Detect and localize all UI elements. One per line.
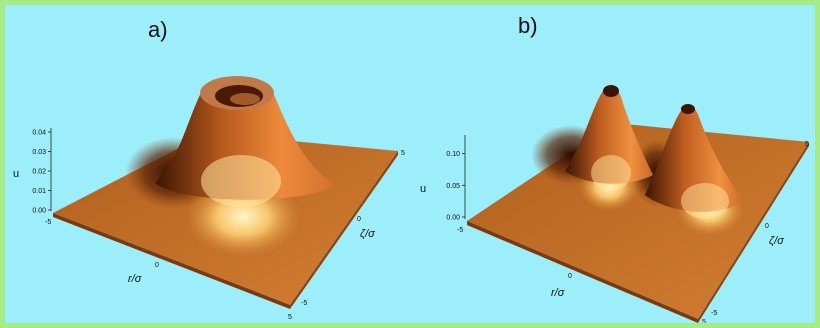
- panel-a-plane-edge: [53, 213, 290, 309]
- panel-a-z-axis-label: u: [13, 168, 19, 180]
- panel-b-peak-right-highlight: [681, 183, 729, 219]
- panel-b-plane-edge-right: [698, 142, 809, 323]
- panel-b-plane-edge: [467, 221, 698, 323]
- panel-a-y-tick-mid: 0: [357, 216, 361, 223]
- panel-b-z-tick-label: 0.05: [446, 183, 460, 190]
- panel-a-plane-edge-right: [290, 151, 398, 309]
- panel-a-y-axis-label: ζ/σ: [360, 228, 375, 240]
- panel-a-mound-highlight: [201, 155, 281, 207]
- panel-b-x-tick-min: -5: [457, 227, 463, 234]
- panel-b-z-axis-label: u: [420, 183, 426, 195]
- panel-a-label: a): [148, 17, 168, 42]
- panel-a-x-tick-min: -5: [45, 219, 51, 226]
- panel-a: a) 0.00 0.01 0.02 0.03 0.04 u -5: [13, 17, 405, 321]
- panel-a-x-axis-label: r/σ: [128, 273, 142, 285]
- figure-canvas: a) 0.00 0.01 0.02 0.03 0.04 u -5: [13, 13, 809, 323]
- panel-b-peak-left: [565, 86, 653, 184]
- panel-b-z-ticks: 0.00 0.05 0.10: [446, 151, 465, 222]
- panel-b-label: b): [518, 13, 538, 38]
- panel-a-y-tick-max: 5: [401, 150, 405, 157]
- panel-a-z-tick-label: 0.00: [32, 208, 46, 215]
- panel-b-z-tick-label: 0.10: [446, 151, 460, 158]
- panel-a-z-ticks: 0.00 0.01 0.02 0.03 0.04: [32, 130, 51, 215]
- panel-a-y-tick-min: -5: [301, 300, 307, 307]
- panel-b-z-tick-label: 0.00: [446, 215, 460, 222]
- panel-b-y-tick-max: 5: [805, 141, 809, 148]
- panel-a-z-tick-label: 0.02: [32, 169, 46, 176]
- panel-b-y-tick-mid: 0: [765, 223, 769, 230]
- panel-b-y-tick-min: -5: [711, 310, 717, 317]
- panel-a-z-tick-label: 0.03: [32, 149, 46, 156]
- panel-a-x-tick-mid: 0: [155, 262, 159, 269]
- panel-b-x-tick-max: 5: [702, 319, 706, 323]
- panel-a-z-tick-label: 0.04: [32, 130, 46, 137]
- panel-b-y-axis-label: ζ/σ: [769, 235, 784, 247]
- panel-b-peak-left-tip: [603, 85, 619, 97]
- panel-a-x-tick-max: 5: [288, 314, 292, 321]
- panel-a-ring-inner-light: [230, 93, 260, 105]
- panel-b-x-tick-mid: 0: [568, 273, 572, 280]
- panel-b-peak-left-highlight: [591, 155, 631, 191]
- panel-b-peak-right: [645, 106, 745, 212]
- panel-a-ring-mound: [155, 85, 335, 200]
- panel-b: b) 0.00 0.05 0.10 u -5 0 5 r/σ: [420, 13, 809, 323]
- panel-b-peak-right-tip: [681, 104, 695, 114]
- panel-b-x-axis-label: r/σ: [551, 287, 565, 299]
- panel-a-z-tick-label: 0.01: [32, 188, 46, 195]
